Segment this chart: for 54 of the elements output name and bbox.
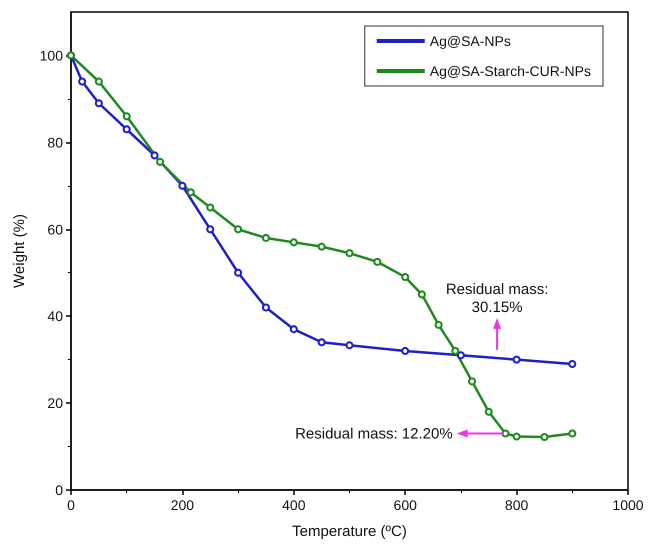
y-tick-label: 80 [47, 134, 64, 150]
point [122, 112, 131, 120]
point [234, 268, 242, 277]
point [290, 238, 298, 246]
point [346, 341, 354, 350]
point [318, 338, 326, 346]
y-tick-label: 100 [40, 47, 64, 64]
x-tick-label: 1000 [612, 497, 644, 513]
point [512, 356, 521, 364]
point [156, 158, 164, 166]
point [318, 242, 326, 251]
x-tick-label: 400 [282, 497, 306, 513]
point [78, 78, 86, 86]
point [484, 408, 493, 416]
y-tick-label: 0 [55, 482, 64, 498]
point [94, 78, 103, 86]
point [186, 188, 195, 196]
x-axis-title: Temperature (ºC) [292, 523, 407, 540]
point [94, 99, 103, 108]
point [122, 125, 131, 134]
legend-label: Ag@SA-Starch-CUR-NPs [430, 63, 592, 79]
point [456, 351, 465, 360]
point [568, 430, 576, 438]
x-tick-label: 600 [394, 497, 418, 513]
y-tick-label: 40 [47, 308, 64, 324]
annotation: Residual mass: 12.20% [295, 426, 453, 443]
point [290, 325, 298, 334]
y-tick-label: 60 [47, 221, 64, 238]
y-tick-label: 20 [47, 395, 64, 412]
point [501, 430, 510, 438]
point [178, 182, 186, 190]
point [468, 377, 476, 386]
point [373, 258, 382, 266]
point [206, 225, 214, 234]
y-axis-title: Weight (%) [11, 214, 28, 288]
legend-label: Ag@SA-NPs [430, 33, 511, 49]
point [262, 234, 270, 242]
point [346, 249, 354, 258]
annotation: Residual mass: 30.15% [446, 280, 548, 316]
point [234, 225, 242, 234]
point [150, 151, 159, 160]
point [512, 432, 521, 441]
point [434, 320, 443, 329]
point [401, 273, 410, 282]
point [401, 346, 410, 355]
point [418, 290, 426, 298]
point [262, 303, 270, 312]
point [568, 360, 576, 368]
point [206, 204, 214, 212]
x-tick-label: 0 [67, 497, 76, 513]
x-tick-label: 800 [504, 497, 528, 513]
point [451, 346, 460, 355]
x-tick-label: 200 [170, 497, 194, 513]
point [540, 432, 548, 441]
